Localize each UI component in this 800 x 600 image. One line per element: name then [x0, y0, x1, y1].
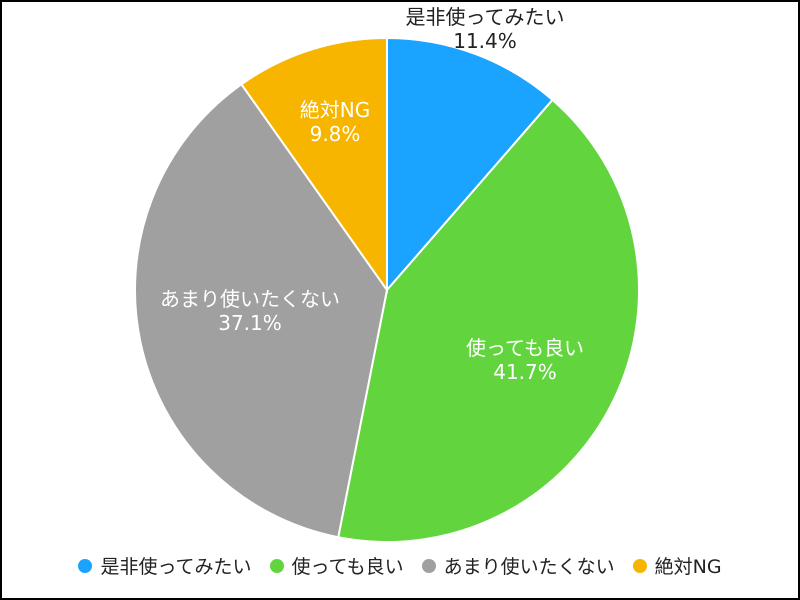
- legend-swatch: [632, 558, 647, 573]
- legend-label: 絶対NG: [654, 556, 722, 578]
- legend-swatch: [78, 558, 93, 573]
- legend-item: 絶対NG: [632, 552, 722, 579]
- slice-label: 使っても良い: [466, 336, 584, 360]
- legend-label: あまり使いたくない: [443, 556, 615, 578]
- legend-swatch: [269, 558, 284, 573]
- pie-slice: [240, 36, 388, 294]
- legend-item: 是非使ってみたい: [78, 552, 252, 579]
- pie-slice: [134, 82, 389, 539]
- slice-value-label: 11.4%: [453, 29, 517, 53]
- legend-item: あまり使いたくない: [421, 552, 615, 579]
- slice-value-label: 41.7%: [493, 360, 557, 384]
- legend-swatch: [421, 558, 436, 573]
- legend: 是非使ってみたい 使っても良い あまり使いたくない 絶対NG: [0, 552, 800, 579]
- legend-item: 使っても良い: [269, 552, 404, 579]
- legend-label: 是非使ってみたい: [100, 556, 252, 578]
- pie-slice: [337, 98, 640, 543]
- slice-label: あまり使いたくない: [160, 287, 340, 311]
- slice-value-label: 37.1%: [218, 311, 282, 335]
- slice-label: 是非使ってみたい: [406, 5, 565, 29]
- slice-value-label: 9.8%: [310, 122, 361, 146]
- slice-label: 絶対NG: [300, 98, 370, 122]
- legend-label: 使っても良い: [291, 556, 404, 578]
- pie-slice: [386, 36, 554, 293]
